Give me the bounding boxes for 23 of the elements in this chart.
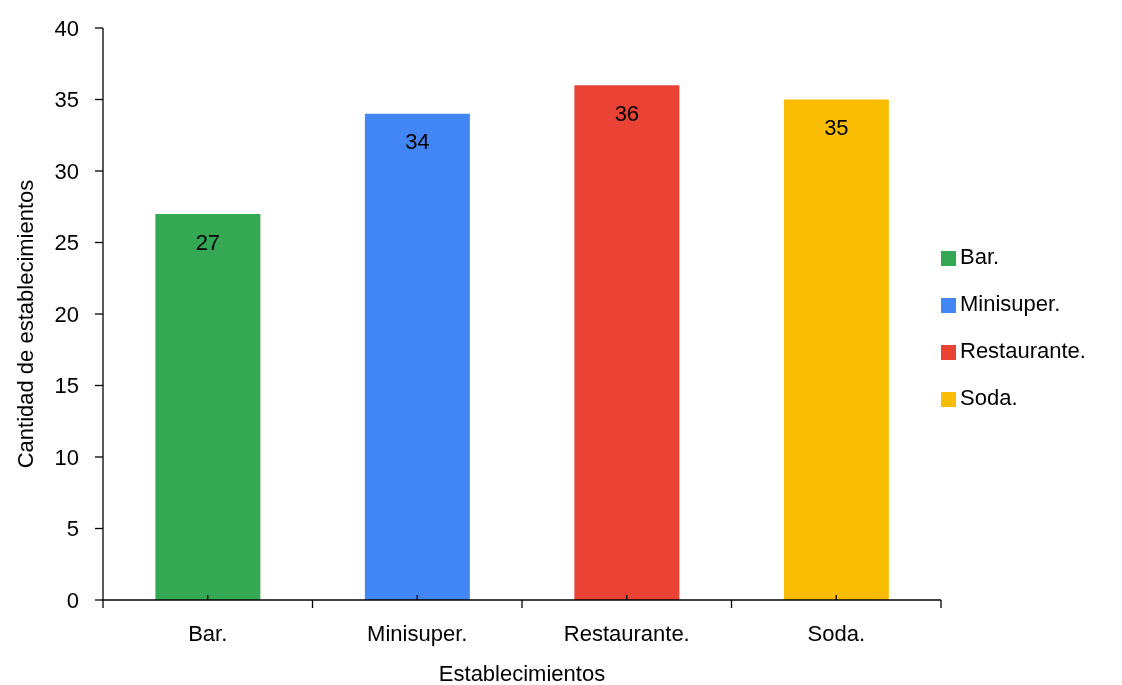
y-tick-label: 35 (54, 87, 79, 113)
data-label: 35 (824, 115, 849, 141)
data-label: 34 (405, 129, 430, 155)
x-tick-label: Restaurante. (563, 621, 690, 646)
data-label: 36 (614, 100, 640, 126)
legend-label: Restaurante. (960, 338, 1086, 363)
y-tick-label: 20 (54, 301, 79, 327)
y-axis-title: Cantidad de establecimientos (12, 179, 38, 469)
y-tick-label: 0 (66, 587, 79, 613)
x-tick-label: Minisuper. (367, 621, 468, 646)
data-label: 27 (195, 229, 221, 255)
x-tick-label: Bar. (188, 621, 228, 646)
legend-label: Minisuper. (960, 291, 1061, 316)
y-tick-label: 30 (54, 158, 79, 184)
y-tick-label: 5 (66, 516, 79, 542)
y-tick-label: 25 (54, 230, 79, 256)
x-axis-title: Establecimientos (438, 661, 606, 685)
y-tick-label: 10 (54, 444, 79, 470)
y-tick-label: 40 (54, 15, 79, 41)
legend-label: Bar. (960, 244, 1000, 269)
x-tick-label: Soda. (807, 621, 865, 646)
y-tick-label: 15 (54, 373, 79, 399)
legend-label: Soda. (960, 385, 1018, 410)
